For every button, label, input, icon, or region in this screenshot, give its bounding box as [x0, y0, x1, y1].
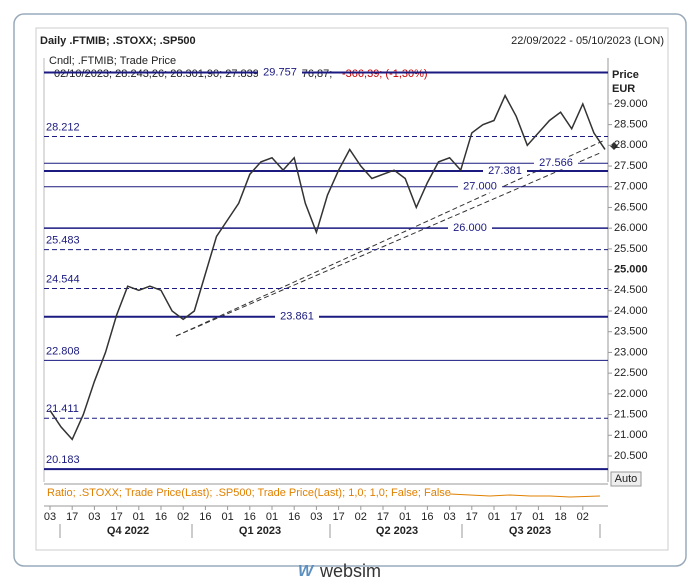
- x-tick-label: 16: [199, 511, 211, 523]
- date-range: 22/09/2022 - 05/10/2023 (LON): [511, 35, 664, 47]
- level-label: 27.000: [463, 181, 497, 193]
- x-tick-label: 18: [554, 511, 566, 523]
- x-tick-label: 17: [332, 511, 344, 523]
- x-tick-label: 16: [288, 511, 300, 523]
- chart-panel: [35, 27, 669, 551]
- level-label-bg: [448, 222, 492, 235]
- quarter-label: Q2 2023: [376, 525, 418, 537]
- x-tick-label: 02: [355, 511, 367, 523]
- level-label-bg: [45, 273, 85, 286]
- x-tick-label: 01: [488, 511, 500, 523]
- x-tick-label: 16: [155, 511, 167, 523]
- x-tick-label: 17: [66, 511, 78, 523]
- price-line: [49, 93, 606, 441]
- quote-change: -366,39; (-1,30%): [342, 68, 428, 80]
- level-label-bg: [45, 345, 85, 358]
- x-tick-label: 01: [266, 511, 278, 523]
- series-legend: Cndl; .FTMIB; Trade Price: [49, 55, 176, 67]
- level-label-bg: [483, 164, 527, 177]
- level-label: 24.544: [46, 273, 80, 285]
- x-tick-label: 01: [221, 511, 233, 523]
- last-price-marker: [610, 142, 618, 150]
- level-label: 26.000: [453, 222, 487, 234]
- logo-mark: W: [298, 563, 315, 580]
- y-tick-label: 21.500: [614, 408, 648, 420]
- x-tick-label: 03: [443, 511, 455, 523]
- brand: websim: [319, 561, 381, 581]
- y-tick-label: 27.000: [614, 181, 648, 193]
- y-tick-label: 27.500: [614, 160, 648, 172]
- chart-title: Daily .FTMIB; .STOXX; .SP500: [40, 35, 196, 47]
- level-label: 29.757: [263, 66, 297, 78]
- x-tick-label: 03: [310, 511, 322, 523]
- level-label: 21.411: [46, 403, 79, 415]
- quarter-label: Q4 2022: [107, 525, 149, 537]
- axis-unit: EUR: [612, 83, 635, 95]
- ratio-label: Ratio; .STOXX; Trade Price(Last); .SP500…: [47, 487, 451, 499]
- level-label-bg: [534, 157, 578, 170]
- level-label-bg: [45, 403, 85, 416]
- level-label-bg: [275, 310, 319, 323]
- level-label-bg: [45, 234, 85, 247]
- y-tick-label: 22.000: [614, 388, 648, 400]
- x-tick-label: 01: [532, 511, 544, 523]
- level-label: 27.381: [488, 165, 522, 177]
- axis-title: Price: [612, 69, 639, 81]
- x-tick-label: 01: [133, 511, 145, 523]
- y-tick-label: 26.000: [614, 222, 648, 234]
- x-tick-label: 03: [44, 511, 56, 523]
- level-label-bg: [45, 454, 85, 467]
- trend-line: [175, 152, 601, 337]
- level-label: 22.808: [46, 345, 80, 357]
- quarter-label: Q1 2023: [239, 525, 281, 537]
- y-tick-label: 28.500: [614, 119, 648, 131]
- auto-label[interactable]: Auto: [615, 473, 638, 485]
- x-tick-label: 02: [577, 511, 589, 523]
- x-tick-label: 16: [421, 511, 433, 523]
- x-tick-label: 17: [510, 511, 522, 523]
- y-tick-label: 25.500: [614, 243, 648, 255]
- y-tick-label: 28.000: [614, 139, 648, 151]
- level-label: 27.566: [539, 157, 573, 169]
- y-tick-label: 25.000: [614, 263, 648, 275]
- level-label-bg: [258, 66, 302, 79]
- quarter-label: Q3 2023: [509, 525, 551, 537]
- ratio-line: [449, 493, 601, 498]
- y-tick-label: 26.500: [614, 201, 648, 213]
- x-tick-label: 16: [244, 511, 256, 523]
- y-tick-label: 29.000: [614, 98, 648, 110]
- y-tick-label: 22.500: [614, 367, 648, 379]
- y-tick-label: 24.000: [614, 305, 648, 317]
- y-tick-label: 20.500: [614, 450, 648, 462]
- x-tick-label: 17: [110, 511, 122, 523]
- x-tick-label: 01: [399, 511, 411, 523]
- level-label-bg: [45, 121, 85, 134]
- level-label: 25.483: [46, 234, 80, 246]
- x-tick-label: 17: [466, 511, 478, 523]
- level-label: 20.183: [46, 454, 80, 466]
- trend-line: [175, 139, 606, 337]
- y-tick-label: 24.500: [614, 284, 648, 296]
- auto-button[interactable]: [610, 471, 642, 487]
- level-label: 23.861: [280, 311, 314, 323]
- y-tick-label: 21.000: [614, 429, 648, 441]
- x-tick-label: 03: [88, 511, 100, 523]
- x-tick-label: 02: [177, 511, 189, 523]
- level-label: 28.212: [46, 121, 80, 133]
- level-label-bg: [458, 180, 502, 193]
- footer: W websim: [298, 561, 381, 581]
- y-tick-label: 23.500: [614, 326, 648, 338]
- y-tick-label: 23.000: [614, 346, 648, 358]
- x-tick-label: 17: [377, 511, 389, 523]
